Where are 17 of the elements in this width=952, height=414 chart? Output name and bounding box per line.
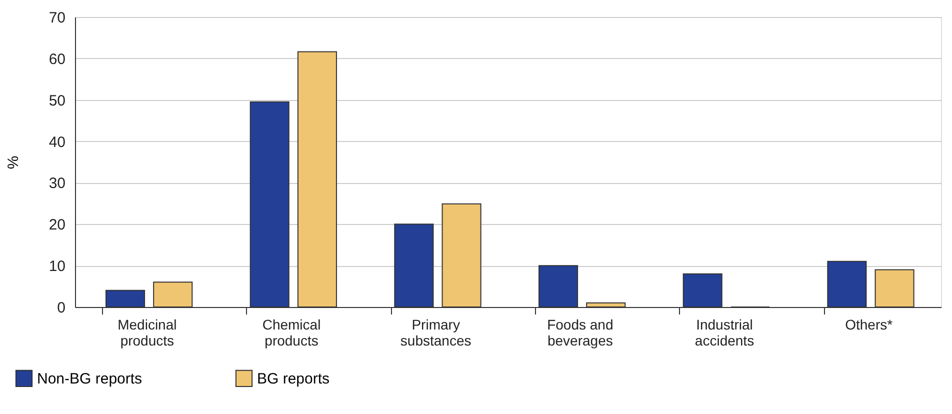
legend-label: Non-BG reports bbox=[37, 370, 142, 388]
x-tick-label: Others* bbox=[845, 316, 894, 332]
y-tick-label: 60 bbox=[48, 50, 66, 68]
legend-label: BG reports bbox=[257, 370, 330, 388]
y-tick-label: 10 bbox=[48, 258, 66, 276]
y-tick-label: 40 bbox=[48, 134, 66, 151]
y-tick-label: 0 bbox=[57, 300, 66, 316]
y-axis-title: % bbox=[4, 156, 22, 170]
x-tick-label: Chemical products bbox=[262, 316, 321, 348]
x-tick-label: Foods and beverages bbox=[547, 316, 614, 348]
y-tick-label: 50 bbox=[48, 92, 66, 110]
x-tick-label: Medicinal products bbox=[118, 316, 177, 348]
x-tick-label: Industrial accidents bbox=[694, 316, 754, 348]
y-tick-label: 70 bbox=[48, 10, 66, 26]
x-tick-label: Primary substances bbox=[400, 316, 472, 348]
y-tick-label: 20 bbox=[48, 216, 66, 234]
y-tick-label: 30 bbox=[48, 175, 66, 192]
